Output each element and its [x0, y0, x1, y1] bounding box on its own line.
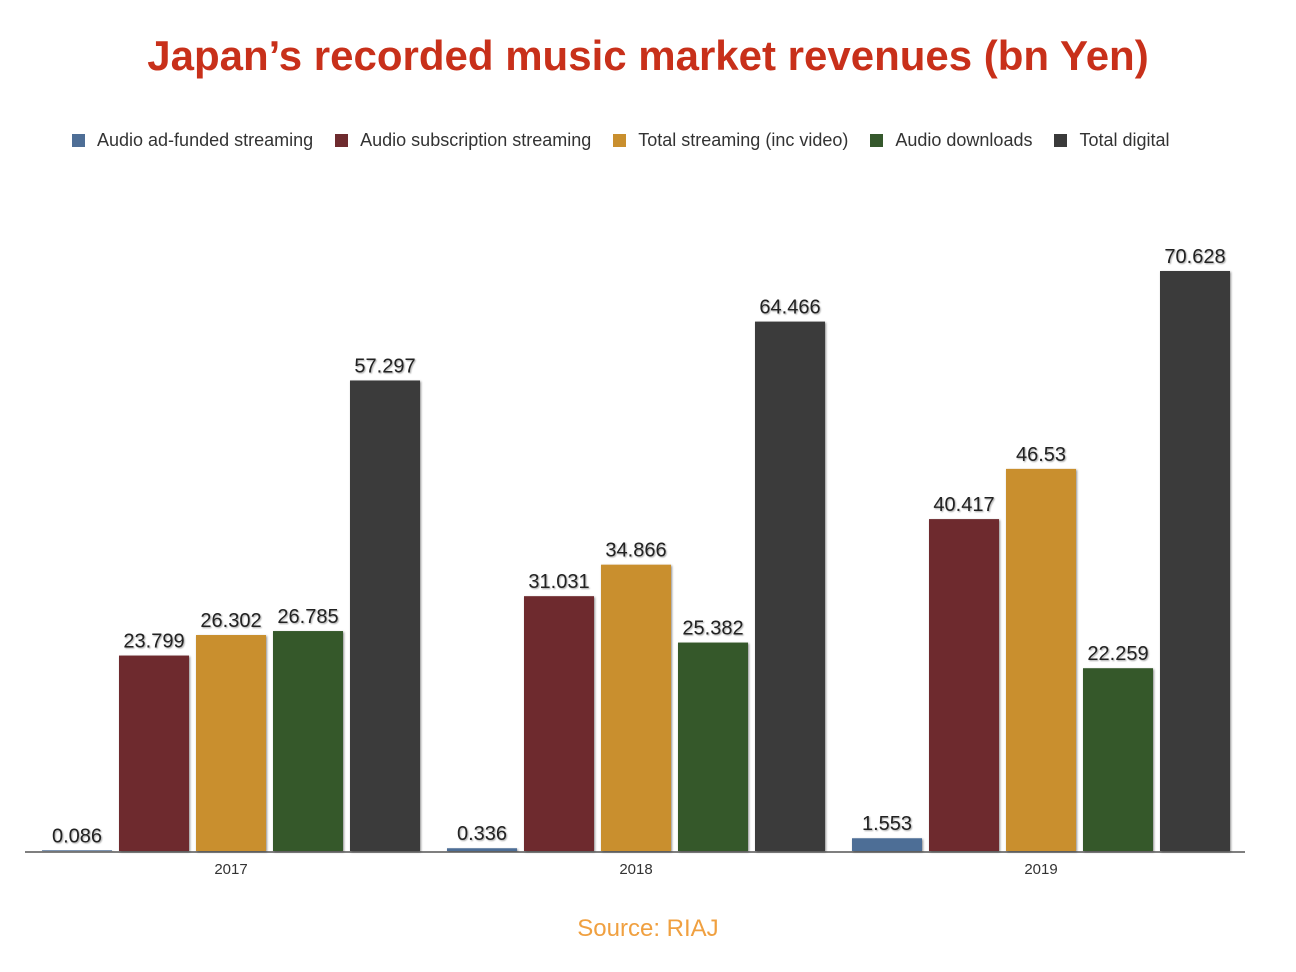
bar	[755, 321, 825, 851]
bar	[678, 642, 748, 851]
bar	[1006, 468, 1076, 851]
data-label: 64.466	[759, 297, 820, 319]
bar	[119, 655, 189, 851]
bar	[1083, 668, 1153, 851]
bar	[1160, 271, 1230, 851]
data-label: 40.417	[933, 494, 994, 516]
data-label: 23.799	[123, 631, 184, 653]
x-tick-label: 2018	[619, 861, 652, 878]
data-label: 46.53	[1016, 444, 1066, 466]
bar	[350, 380, 420, 851]
data-label: 1.553	[862, 813, 912, 835]
legend-item: Total streaming (inc video)	[613, 130, 848, 151]
bar	[447, 848, 517, 851]
legend-label: Audio ad-funded streaming	[97, 130, 314, 150]
legend-item: Audio ad-funded streaming	[72, 130, 313, 151]
data-label: 57.297	[354, 355, 415, 377]
legend-swatch	[335, 134, 349, 147]
data-label: 25.382	[682, 618, 743, 640]
data-label: 0.336	[457, 823, 507, 845]
legend: Audio ad-funded streaming Audio subscript…	[72, 130, 1192, 151]
bar	[42, 850, 112, 851]
data-label: 34.866	[605, 540, 666, 562]
x-tick-label: 2017	[214, 861, 247, 878]
bar	[601, 564, 671, 851]
source-note: Source: RIAJ	[577, 915, 719, 942]
legend-swatch	[870, 134, 884, 147]
bar	[273, 631, 343, 851]
legend-item: Audio subscription streaming	[335, 130, 591, 151]
legend-swatch	[1054, 134, 1068, 147]
legend-label: Total digital	[1079, 130, 1170, 150]
chart-title: Japan’s recorded music market revenues (…	[147, 32, 1149, 79]
legend-item: Audio downloads	[870, 130, 1032, 151]
legend-label: Audio subscription streaming	[360, 130, 592, 150]
data-label: 70.628	[1164, 246, 1225, 268]
bar	[524, 596, 594, 851]
data-label: 22.259	[1087, 643, 1148, 665]
data-label: 26.785	[277, 606, 338, 628]
legend-swatch	[72, 134, 85, 147]
legend-label: Audio downloads	[895, 130, 1033, 150]
bar	[196, 635, 266, 851]
bar	[852, 838, 922, 851]
legend-label: Total streaming (inc video)	[638, 130, 849, 150]
data-label: 0.086	[52, 825, 102, 847]
data-label: 31.031	[528, 571, 589, 593]
data-label: 26.302	[200, 610, 261, 632]
legend-swatch	[613, 134, 627, 147]
x-tick-label: 2019	[1024, 861, 1057, 878]
bar	[929, 519, 999, 851]
legend-item: Total digital	[1054, 130, 1170, 151]
